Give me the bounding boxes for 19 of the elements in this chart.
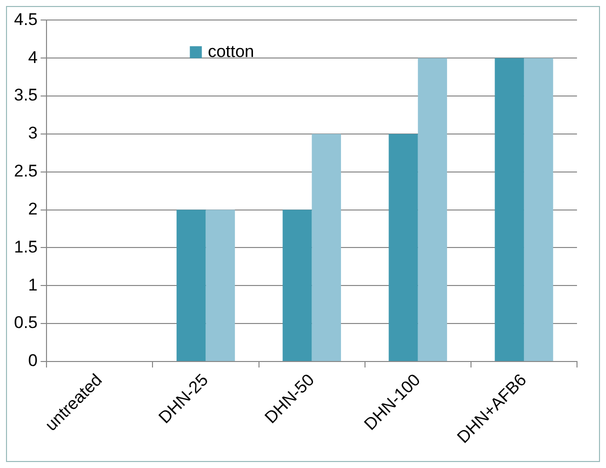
y-tick-label: 4: [28, 48, 38, 67]
bar: [418, 58, 448, 361]
bar: [312, 134, 341, 361]
bar: [206, 210, 235, 361]
bar: [282, 210, 312, 361]
y-tick-label: 1: [28, 275, 38, 294]
bar: [388, 134, 418, 361]
y-tick-label: 2: [28, 199, 38, 218]
y-tick-label: 0: [28, 351, 38, 370]
y-tick-label: 0.5: [14, 313, 38, 332]
bar: [524, 58, 554, 361]
bar: [176, 210, 206, 361]
bar: [494, 58, 524, 361]
legend-label: cotton: [208, 42, 254, 61]
y-tick-label: 3: [28, 124, 38, 143]
y-tick-label: 1.5: [14, 237, 38, 256]
y-tick-label: 3.5: [14, 86, 38, 105]
y-tick-label: 2.5: [14, 162, 38, 181]
y-tick-label: 4.5: [14, 10, 38, 29]
